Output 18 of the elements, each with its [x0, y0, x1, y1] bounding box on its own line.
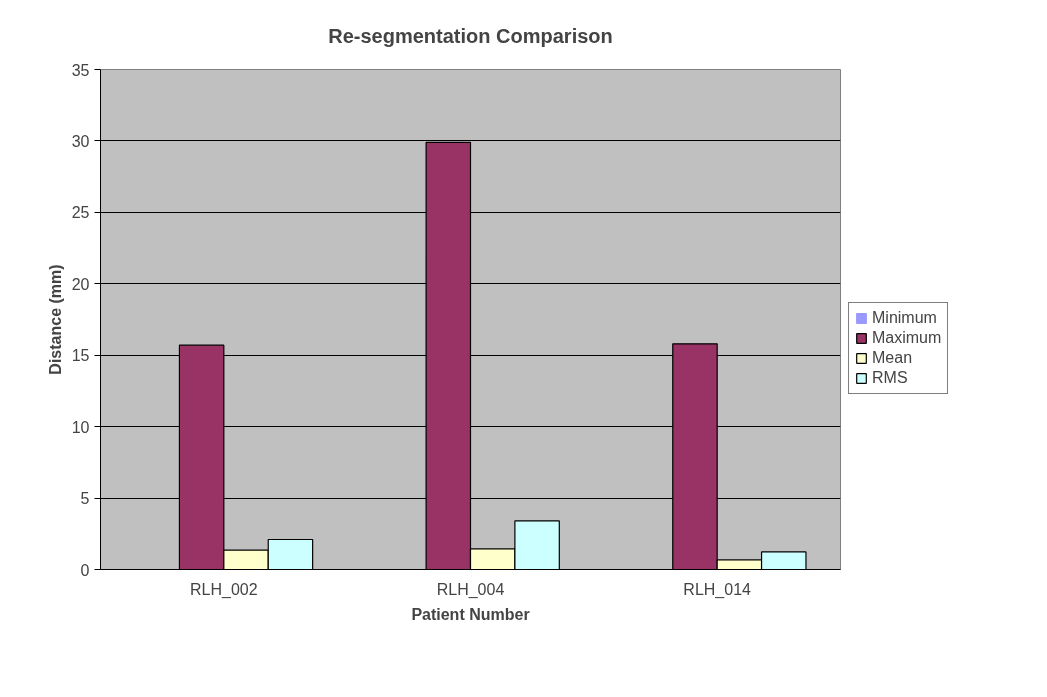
legend-label: RMS	[872, 369, 908, 387]
y-tick-label: 0	[80, 561, 90, 579]
legend-label: Mean	[872, 349, 913, 367]
x-tick-label: RLH_014	[683, 580, 752, 599]
y-tick-label: 30	[71, 132, 90, 150]
y-axis-title: Distance (mm)	[46, 264, 64, 375]
chart-title: Re-segmentation Comparison	[328, 25, 613, 47]
x-tick-label: RLH_002	[190, 580, 258, 599]
y-tick-label: 25	[71, 204, 90, 222]
y-tick-label: 5	[80, 490, 90, 508]
y-tick-label: 15	[71, 347, 90, 365]
y-tick-label: 35	[71, 61, 90, 79]
x-tick-label: RLH_004	[436, 580, 505, 599]
legend-label: Minimum	[872, 309, 937, 327]
y-tick-label: 10	[71, 418, 90, 436]
legend-label: Maximum	[872, 329, 942, 347]
x-axis-title: Patient Number	[411, 605, 530, 623]
y-tick-label: 20	[71, 275, 90, 293]
